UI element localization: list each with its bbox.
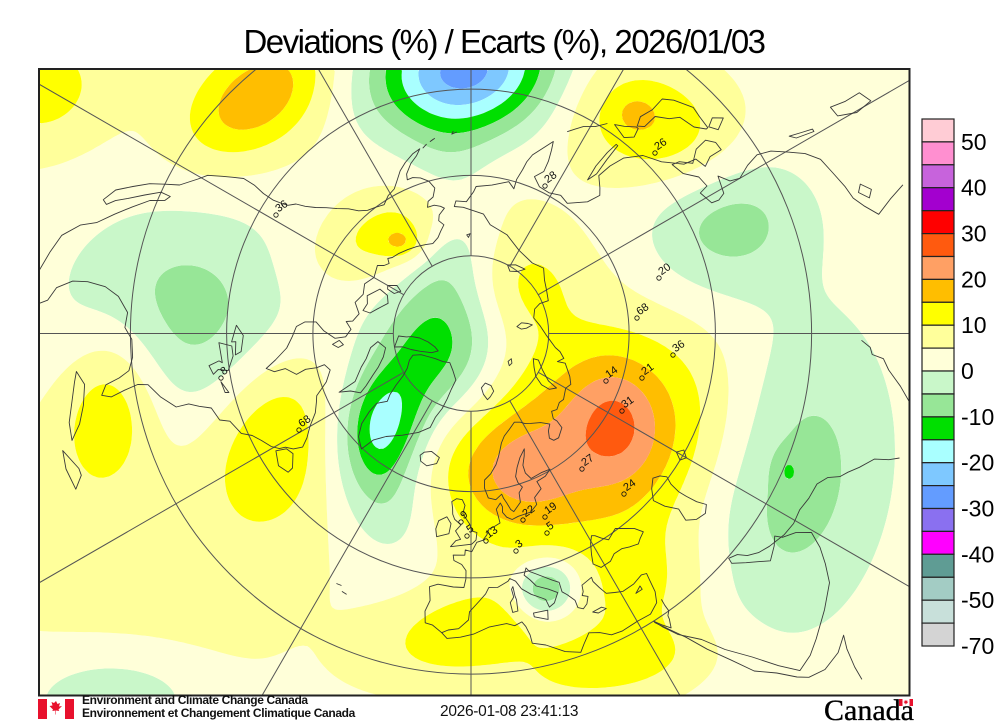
svg-text:27: 27 <box>579 452 596 469</box>
svg-text:-40: -40 <box>961 541 994 567</box>
svg-text:20: 20 <box>961 266 987 292</box>
svg-text:22: 22 <box>520 503 537 520</box>
svg-text:36: 36 <box>273 198 290 215</box>
svg-text:10: 10 <box>961 312 987 338</box>
svg-text:0: 0 <box>961 358 974 384</box>
svg-text:-20: -20 <box>961 450 994 476</box>
svg-text:-10: -10 <box>961 404 994 430</box>
svg-text:3: 3 <box>513 538 525 551</box>
svg-text:40: 40 <box>961 175 987 201</box>
svg-text:8: 8 <box>218 365 230 378</box>
svg-text:28: 28 <box>542 169 559 186</box>
svg-text:68: 68 <box>296 413 313 430</box>
svg-text:5: 5 <box>544 520 556 533</box>
svg-text:30: 30 <box>961 221 987 247</box>
svg-text:13: 13 <box>483 524 500 541</box>
svg-text:-70: -70 <box>961 633 994 659</box>
svg-text:20: 20 <box>656 261 673 278</box>
svg-text:50: 50 <box>961 129 987 155</box>
svg-text:24: 24 <box>621 477 638 494</box>
svg-text:9: 9 <box>458 509 470 522</box>
svg-text:36: 36 <box>670 338 687 355</box>
svg-text:-30: -30 <box>961 496 994 522</box>
svg-text:-50: -50 <box>961 587 994 613</box>
svg-text:19: 19 <box>542 500 559 517</box>
svg-text:68: 68 <box>634 301 651 318</box>
svg-text:26: 26 <box>652 136 669 153</box>
svg-text:21: 21 <box>639 361 656 378</box>
svg-text:31: 31 <box>619 394 636 411</box>
svg-text:14: 14 <box>603 364 620 381</box>
svg-text:5: 5 <box>464 523 476 536</box>
